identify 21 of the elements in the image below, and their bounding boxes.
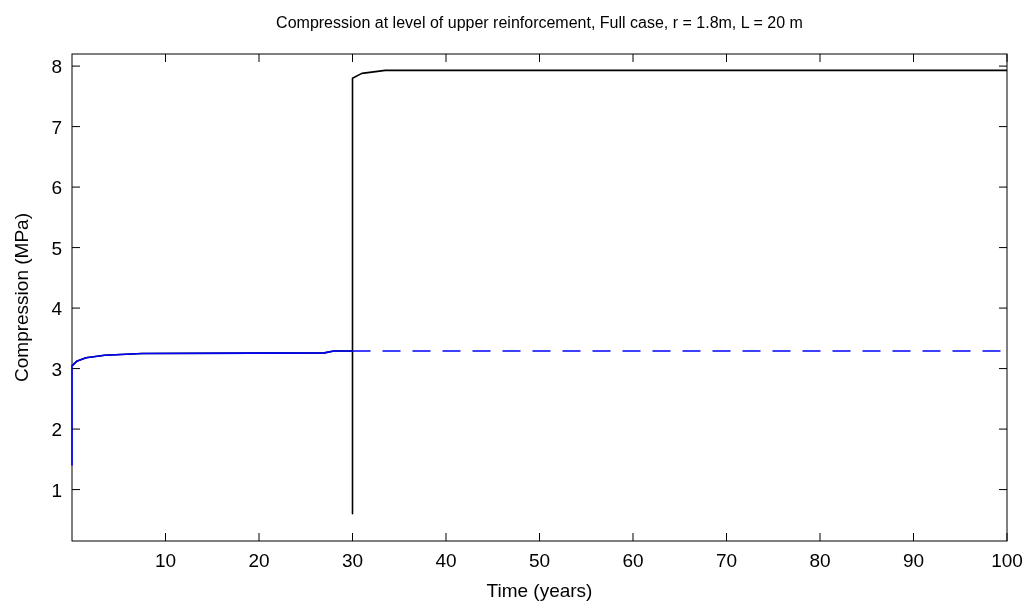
x-tick-label: 100 xyxy=(991,550,1023,571)
x-tick-label: 60 xyxy=(622,550,644,571)
y-tick-label: 7 xyxy=(51,116,62,138)
y-tick-label: 2 xyxy=(51,419,62,441)
chart-title: Compression at level of upper reinforcement, Full case, r = 1.8m, L = 20 m xyxy=(276,14,803,31)
y-tick-label: 6 xyxy=(51,177,62,199)
y-tick-label: 4 xyxy=(51,298,63,320)
x-tick-label: 50 xyxy=(528,550,551,571)
x-tick-label: 10 xyxy=(154,550,177,571)
x-tick-label: 80 xyxy=(809,550,831,571)
x-axis-title: Time (years) xyxy=(486,580,593,601)
x-tick-label: 30 xyxy=(341,550,364,571)
x-tick-label: 40 xyxy=(435,550,457,571)
y-tick-label: 5 xyxy=(51,237,62,259)
x-tick-label: 20 xyxy=(248,550,270,571)
y-tick-label: 3 xyxy=(51,358,62,380)
y-tick-label: 1 xyxy=(51,479,62,501)
y-tick-label: 8 xyxy=(51,56,62,78)
x-tick-label: 90 xyxy=(902,550,925,571)
x-tick-label: 70 xyxy=(715,550,738,571)
y-axis-title: Compression (MPa) xyxy=(11,213,32,382)
